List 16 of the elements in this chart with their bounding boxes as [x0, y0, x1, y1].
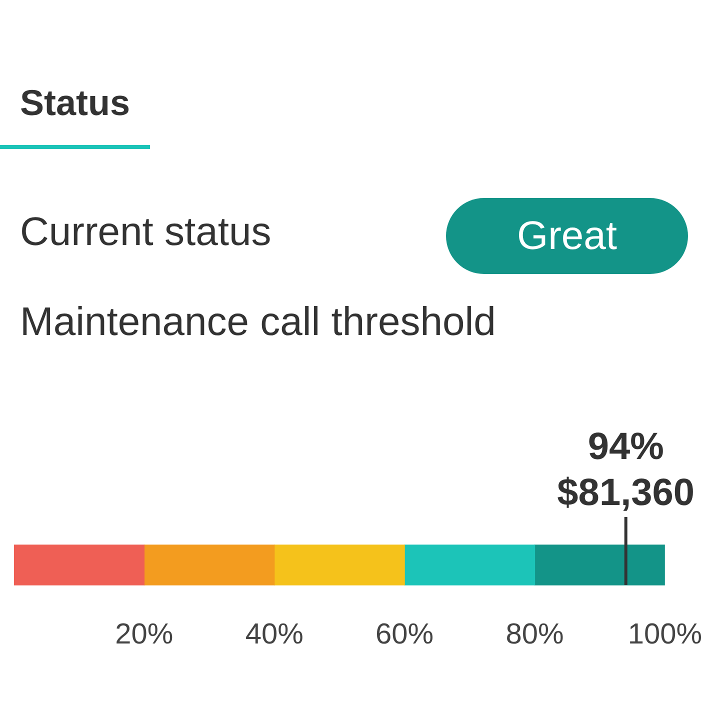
x-tick-label: 100%	[628, 618, 702, 650]
bar	[274, 544, 405, 586]
status-pill: Great	[446, 198, 688, 274]
bar	[534, 544, 665, 586]
bar	[404, 544, 536, 586]
text: Maintenance call threshold	[20, 300, 496, 345]
ref-line-label: 94%	[588, 426, 664, 468]
x-tick-label: 40%	[245, 618, 304, 650]
bar	[14, 544, 145, 586]
text: $81,360	[557, 472, 695, 514]
x-tick-label: 80%	[506, 618, 564, 650]
bar	[144, 544, 275, 586]
chart-title: Status	[20, 82, 130, 124]
x-tick-label: 20%	[115, 618, 174, 650]
text: Current status	[20, 210, 272, 255]
x-tick-label: 60%	[376, 618, 434, 650]
